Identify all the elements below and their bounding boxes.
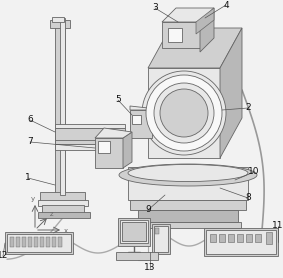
Bar	[22, 237, 26, 247]
Bar	[210, 234, 216, 242]
Polygon shape	[148, 68, 220, 158]
Polygon shape	[138, 210, 238, 222]
Bar	[255, 234, 261, 242]
Text: 12: 12	[0, 252, 9, 260]
Polygon shape	[148, 28, 242, 68]
Polygon shape	[128, 175, 248, 200]
Bar	[266, 232, 272, 244]
Ellipse shape	[128, 165, 248, 182]
Circle shape	[142, 71, 226, 155]
Text: 4: 4	[223, 1, 229, 9]
Bar	[95, 138, 123, 168]
Bar	[237, 234, 243, 242]
Polygon shape	[196, 8, 214, 34]
Text: 13: 13	[144, 264, 156, 272]
Text: 8: 8	[245, 193, 251, 202]
Bar	[219, 234, 225, 242]
Bar	[116, 252, 158, 260]
Text: y: y	[31, 196, 35, 202]
Bar	[152, 224, 170, 254]
Polygon shape	[152, 102, 162, 114]
Bar	[60, 18, 65, 195]
Text: x: x	[64, 228, 68, 234]
Bar	[34, 237, 38, 247]
Bar	[58, 237, 62, 247]
Bar	[118, 218, 150, 246]
Bar	[7, 234, 71, 252]
Text: 7: 7	[27, 138, 33, 147]
Polygon shape	[55, 144, 118, 150]
Bar	[42, 205, 84, 213]
Bar	[55, 128, 125, 140]
Bar	[28, 237, 32, 247]
Polygon shape	[135, 222, 241, 228]
Bar	[155, 228, 159, 234]
Circle shape	[146, 75, 222, 151]
Polygon shape	[200, 8, 214, 52]
Bar	[168, 28, 182, 42]
Text: 6: 6	[27, 115, 33, 125]
Polygon shape	[162, 22, 200, 48]
Ellipse shape	[119, 164, 257, 186]
Bar	[40, 192, 85, 202]
Text: z: z	[50, 211, 54, 217]
Polygon shape	[162, 8, 214, 22]
Bar	[246, 234, 252, 242]
Bar	[122, 222, 146, 241]
Text: 1: 1	[25, 173, 31, 182]
Bar	[206, 230, 276, 254]
Bar	[40, 237, 44, 247]
Polygon shape	[128, 167, 248, 175]
Bar	[5, 232, 73, 254]
Bar	[50, 20, 70, 28]
Circle shape	[154, 83, 214, 143]
Bar	[55, 20, 65, 195]
Bar	[130, 110, 152, 138]
Polygon shape	[55, 124, 125, 128]
Bar	[120, 220, 148, 243]
Text: 9: 9	[145, 205, 151, 215]
Text: 5: 5	[115, 96, 121, 105]
Bar	[16, 237, 20, 247]
Text: 10: 10	[248, 168, 260, 177]
Bar	[98, 141, 110, 153]
Text: 3: 3	[152, 4, 158, 13]
Bar	[204, 228, 278, 256]
Polygon shape	[220, 28, 242, 158]
Bar	[10, 237, 14, 247]
Bar	[46, 237, 50, 247]
Bar	[228, 234, 234, 242]
Polygon shape	[130, 200, 246, 210]
Text: 2: 2	[245, 103, 251, 113]
Polygon shape	[123, 132, 132, 168]
Text: 11: 11	[272, 222, 283, 230]
Bar	[52, 17, 64, 22]
Polygon shape	[38, 212, 90, 218]
Polygon shape	[38, 200, 88, 206]
Polygon shape	[55, 138, 120, 144]
Circle shape	[160, 89, 208, 137]
Polygon shape	[95, 128, 132, 138]
Polygon shape	[130, 106, 148, 110]
Bar	[132, 115, 141, 124]
Bar	[154, 226, 168, 252]
Bar	[52, 237, 56, 247]
